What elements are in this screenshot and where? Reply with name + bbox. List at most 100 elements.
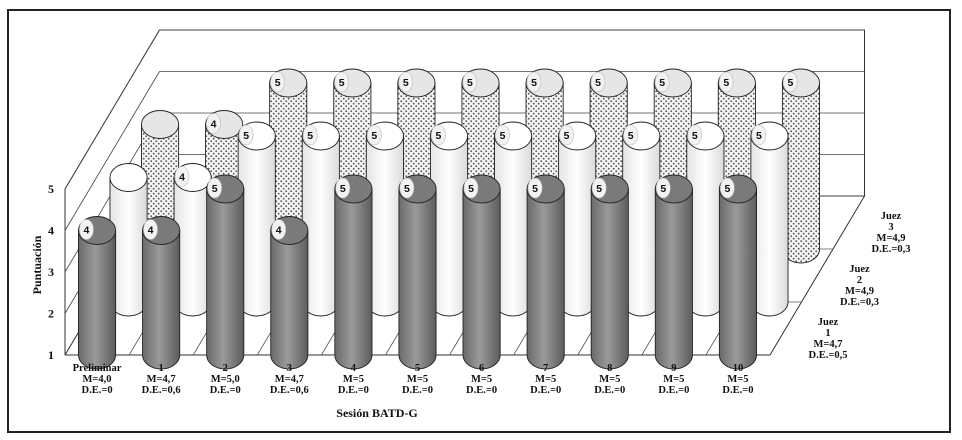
x-tick-label: D.E.=0 — [530, 385, 561, 396]
data-label-bg — [623, 124, 638, 146]
series-label: M=4,9 — [876, 233, 905, 244]
x-tick-label: M=4,7 — [147, 374, 176, 385]
data-label-bg — [398, 71, 414, 93]
x-tick-label: M=5 — [407, 374, 428, 385]
series-label: Juez — [849, 264, 870, 275]
x-tick-label: D.E.=0 — [210, 385, 241, 396]
data-label: 5 — [340, 183, 346, 195]
bar-1-2: 5 — [206, 174, 245, 370]
x-tick-label: 6 — [479, 363, 484, 374]
x-tick-label: D.E.=0 — [466, 385, 497, 396]
x-tick-label: M=5 — [599, 374, 620, 385]
data-label: 4 — [211, 119, 217, 131]
data-label-bg — [271, 219, 287, 240]
x-tick-label: 8 — [607, 363, 612, 374]
data-label: 5 — [531, 77, 537, 89]
series-label: 3 — [888, 222, 893, 233]
data-label: 5 — [243, 130, 249, 142]
x-tick-label: M=4,7 — [275, 374, 304, 385]
bar-1-5: 5 — [398, 174, 437, 370]
data-label-bg — [399, 177, 415, 199]
data-label: 5 — [500, 130, 506, 142]
series-label: D.E.=0,5 — [809, 350, 848, 361]
data-label-bg — [79, 219, 94, 240]
y-tick-label: 5 — [48, 182, 54, 196]
data-label-bg — [720, 177, 735, 199]
bar-2-4: 5 — [365, 121, 404, 317]
bar-1-0: 4 — [78, 216, 117, 370]
data-label-bg — [335, 177, 351, 199]
bar-1-9: 5 — [654, 174, 693, 370]
data-label: 5 — [532, 183, 538, 195]
data-label: 5 — [371, 130, 377, 142]
x-tick-label: M=5 — [471, 374, 492, 385]
x-tick-label: D.E.=0 — [402, 385, 433, 396]
x-tick-label: D.E.=0,6 — [142, 385, 181, 396]
data-label-bg — [591, 177, 607, 199]
data-label: 4 — [179, 172, 185, 184]
bar-2-6: 5 — [494, 121, 533, 317]
x-tick-label: D.E.=0 — [722, 385, 753, 396]
x-tick-label: D.E.=0 — [338, 385, 369, 396]
x-tick-label: M=5 — [727, 374, 748, 385]
x-tick-label: M=5 — [663, 374, 684, 385]
data-label-bg — [687, 124, 703, 146]
bar-body — [398, 188, 437, 370]
series-label: 2 — [857, 275, 862, 286]
bar-body — [462, 188, 501, 370]
data-label-bg — [718, 71, 734, 93]
series-label: D.E.=0,3 — [872, 244, 911, 255]
x-tick-label: 4 — [351, 363, 357, 374]
data-label-bg — [143, 219, 158, 240]
data-label: 5 — [403, 77, 409, 89]
data-label-bg — [238, 124, 254, 146]
data-label: 5 — [723, 77, 729, 89]
bars: 4 5 5 5 5 5 5 5 5 5 4 5 5 5 5 5 5 5 5 5 4 4 5 4 5 5 5 5 5 5 5 — [78, 68, 820, 370]
data-label-bg — [270, 71, 285, 93]
x-tick-label: D.E.=0 — [658, 385, 689, 396]
data-label-bg — [367, 124, 382, 146]
data-label: 5 — [659, 77, 665, 89]
bar-2-1: 4 — [173, 163, 212, 317]
data-label-bg — [559, 124, 574, 146]
data-label-bg — [174, 166, 190, 187]
data-label-bg — [207, 177, 222, 199]
data-label-bg — [334, 71, 350, 93]
data-label: 5 — [596, 183, 602, 195]
x-tick-label: 10 — [733, 363, 744, 374]
bar-2-8: 5 — [622, 121, 661, 317]
bar-top — [109, 163, 148, 192]
x-axis-title: Sesión BATD-G — [336, 406, 417, 420]
x-tick-label: D.E.=0 — [82, 385, 113, 396]
x-tick-label: M=5 — [535, 374, 556, 385]
bar-body — [78, 230, 117, 370]
data-label-bg — [527, 177, 543, 199]
series-label: M=4,7 — [813, 339, 842, 350]
x-tick-label: 1 — [159, 363, 164, 374]
x-tick-label: M=4,0 — [83, 374, 112, 385]
bar-body — [142, 230, 181, 370]
gridline-side — [64, 71, 160, 231]
data-label: 5 — [756, 130, 762, 142]
gridline-side — [64, 29, 160, 190]
data-label-bg — [751, 124, 767, 146]
bar-body — [334, 188, 373, 370]
data-label: 5 — [435, 130, 441, 142]
bar-1-1: 4 — [142, 216, 181, 370]
data-label-bg — [206, 113, 221, 134]
bar-2-10: 5 — [750, 121, 789, 317]
y-tick-label: 2 — [48, 307, 54, 321]
x-tick-label: 5 — [415, 363, 420, 374]
data-label: 5 — [787, 77, 793, 89]
bar-1-4: 5 — [334, 174, 373, 370]
x-tick-label: 3 — [287, 363, 292, 374]
data-label: 5 — [307, 130, 313, 142]
series-label: 1 — [825, 328, 830, 339]
bar-top — [141, 110, 180, 139]
bar-3-10: 5 — [781, 68, 820, 264]
x-tick-label: M=5 — [343, 374, 364, 385]
y-axis-title: Puntuación — [30, 235, 44, 294]
bar-1-7: 5 — [526, 174, 565, 370]
data-label: 5 — [660, 183, 666, 195]
